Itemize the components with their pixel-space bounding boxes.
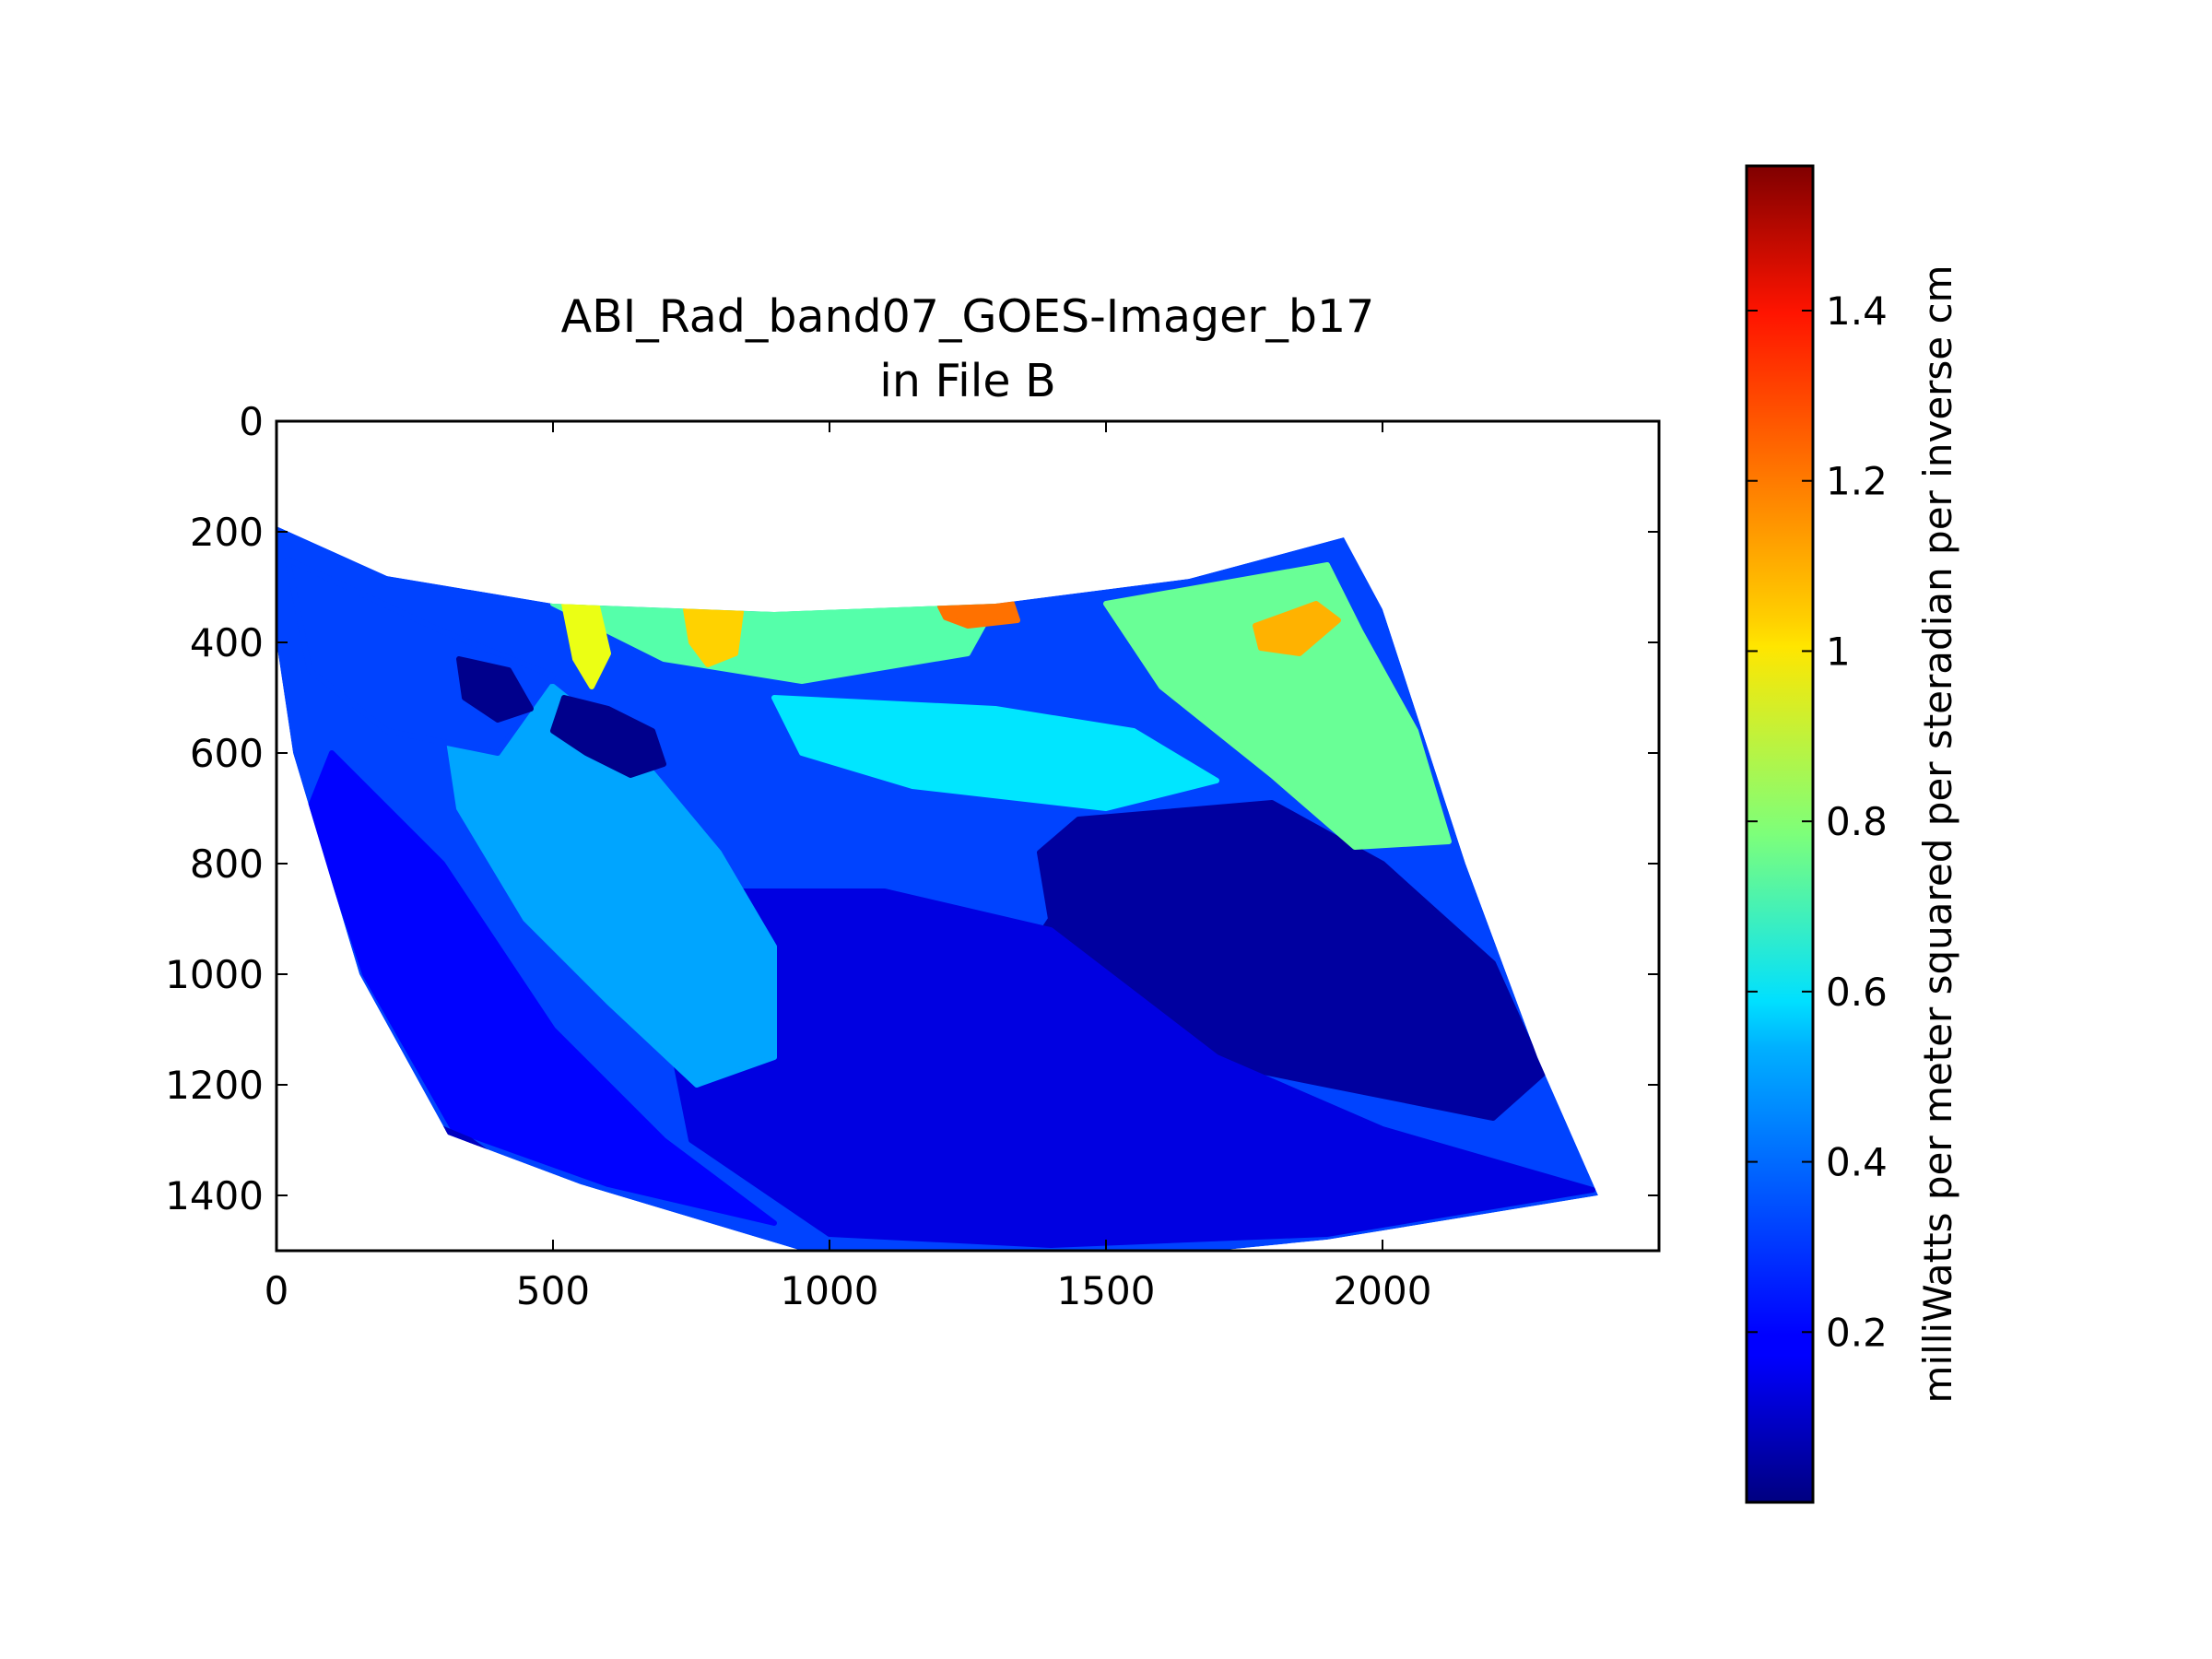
heatmap-region-11 xyxy=(1253,601,1341,656)
y-tick-label: 0 xyxy=(239,399,264,444)
y-tick-label: 1400 xyxy=(165,1173,264,1218)
x-tick-label: 0 xyxy=(265,1268,289,1313)
y-tick-label: 400 xyxy=(190,620,264,665)
plot-frame xyxy=(275,419,1661,1253)
heatmap-region-8 xyxy=(561,601,611,689)
chart-subtitle: in File B xyxy=(879,355,1055,407)
heatmap-region-7 xyxy=(550,601,998,684)
heatmap-region-10 xyxy=(937,601,1020,629)
colorbar-axis: 0.2 0.4 0.6 0.8 1 1.2 1.4 xyxy=(1747,288,1888,1355)
heatmap-region-2 xyxy=(307,750,777,1226)
chart-title: ABI_Rad_band07_GOES-Imager_b17 xyxy=(561,290,1375,343)
heatmap-region-1 xyxy=(661,888,1595,1248)
colorbar-tick-label: 0.8 xyxy=(1826,799,1888,844)
heatmap-region-4 xyxy=(771,695,1219,811)
y-tick-label: 800 xyxy=(190,841,264,887)
x-tick-label: 1000 xyxy=(781,1268,879,1313)
heatmap-region-13 xyxy=(456,656,534,723)
x-tick-label: 1500 xyxy=(1057,1268,1156,1313)
colorbar xyxy=(1745,164,1815,1504)
y-tick-label: 600 xyxy=(190,731,264,776)
colorbar-tick-label: 1.4 xyxy=(1826,288,1888,334)
y-tick-label: 200 xyxy=(190,510,264,555)
colorbar-tick-label: 1 xyxy=(1826,629,1851,674)
heatmap-image xyxy=(276,526,1598,1251)
x-tick-label: 500 xyxy=(516,1268,590,1313)
colorbar-tick-label: 0.6 xyxy=(1826,970,1888,1015)
y-tick-label: 1000 xyxy=(165,952,264,997)
heatmap-region-12 xyxy=(550,695,666,778)
y-tick-label: 1200 xyxy=(165,1063,264,1108)
colorbar-tick-label: 1.2 xyxy=(1826,459,1888,504)
x-axis: 0 500 1000 1500 2000 xyxy=(265,421,1432,1313)
y-axis: 0 200 400 600 800 1000 1200 1400 xyxy=(165,399,1659,1218)
colorbar-label: milliWatts per meter squared per steradi… xyxy=(1915,265,1960,1403)
heatmap-region-9 xyxy=(683,606,744,667)
colorbar-tick-label: 0.2 xyxy=(1826,1310,1888,1355)
plot-area xyxy=(276,526,1598,1251)
x-tick-label: 2000 xyxy=(1334,1268,1432,1313)
heatmap-region-6 xyxy=(1103,562,1452,850)
colorbar-tick-label: 0.4 xyxy=(1826,1140,1888,1185)
